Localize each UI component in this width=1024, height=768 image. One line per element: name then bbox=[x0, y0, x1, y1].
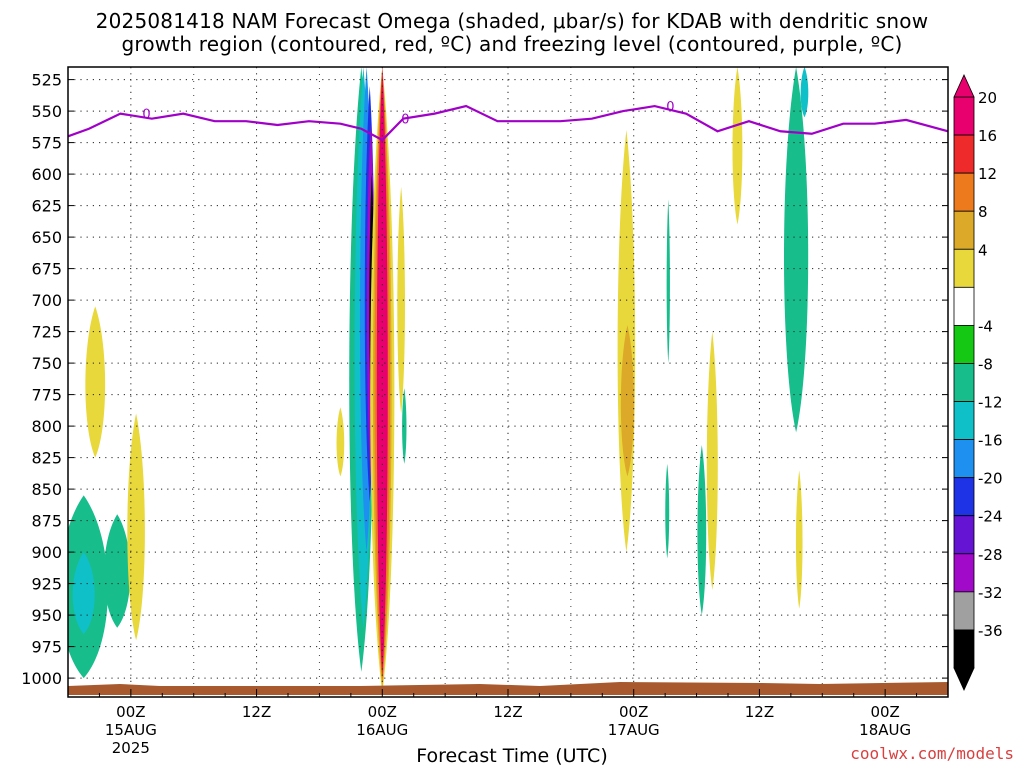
freezing-level-label: 0 bbox=[401, 113, 409, 128]
colorbar-label: -36 bbox=[978, 622, 1003, 640]
y-tick-label: 650 bbox=[31, 228, 62, 247]
y-tick-label: 900 bbox=[31, 543, 62, 562]
y-tick-label: 575 bbox=[31, 134, 62, 153]
y-tick-label: 850 bbox=[31, 480, 62, 499]
colorbar-label: 4 bbox=[978, 241, 988, 259]
y-tick-label: 950 bbox=[31, 606, 62, 625]
y-tick-label: 750 bbox=[31, 354, 62, 373]
colorbar-label: -28 bbox=[978, 546, 1003, 564]
x-tick-year-label: 2025 bbox=[112, 739, 150, 757]
omega-region-15 bbox=[376, 67, 388, 679]
terrain-strip bbox=[68, 682, 948, 695]
x-tick-label: 12Z bbox=[745, 703, 774, 721]
x-tick-label: 12Z bbox=[242, 703, 271, 721]
colorbar-segment bbox=[953, 553, 975, 593]
omega-region-21 bbox=[665, 463, 670, 559]
omega-region-20 bbox=[666, 199, 670, 364]
x-tick-date-label: 18AUG bbox=[859, 721, 911, 739]
colorbar-label: 8 bbox=[978, 203, 988, 221]
colorbar-segment bbox=[953, 591, 975, 631]
colorbar-segment bbox=[953, 286, 975, 326]
x-tick-date-label: 16AUG bbox=[356, 721, 408, 739]
source-credit: coolwx.com/models bbox=[850, 744, 1014, 763]
colorbar-label: 12 bbox=[978, 165, 997, 183]
x-axis-title: Forecast Time (UTC) bbox=[416, 745, 608, 767]
y-tick-label: 675 bbox=[31, 260, 62, 279]
colorbar-segment bbox=[953, 210, 975, 250]
freezing-level-label: 0 bbox=[666, 100, 674, 115]
chart-title-line-1: 2025081418 NAM Forecast Omega (shaded, μ… bbox=[95, 9, 929, 33]
y-tick-label: 875 bbox=[31, 512, 62, 531]
y-tick-label: 1000 bbox=[21, 669, 62, 688]
x-tick-label: 00Z bbox=[870, 703, 899, 721]
colorbar-label: -24 bbox=[978, 508, 1003, 526]
colorbar-segment bbox=[953, 248, 975, 288]
omega-region-22 bbox=[706, 331, 718, 590]
colorbar-label: -20 bbox=[978, 470, 1003, 488]
y-tick-label: 550 bbox=[31, 102, 62, 121]
colorbar: 20 16 12 8 4 -4 -8 -12 -16 -20 -24 -28 -32 -36 bbox=[953, 74, 1003, 691]
colorbar-segment bbox=[953, 515, 975, 555]
colorbar-segment bbox=[953, 134, 975, 174]
omega-region-23 bbox=[697, 445, 707, 616]
y-tick-label: 925 bbox=[31, 575, 62, 594]
chart-title-line-2: growth region (contoured, red, ºC) and f… bbox=[121, 32, 903, 56]
freezing-level-line bbox=[68, 104, 948, 142]
omega-region-1 bbox=[104, 514, 131, 628]
colorbar-label: -16 bbox=[978, 432, 1003, 450]
x-tick-label: 12Z bbox=[493, 703, 522, 721]
colorbar-segment bbox=[953, 96, 975, 136]
colorbar-label: -4 bbox=[978, 317, 993, 335]
omega-region-4 bbox=[127, 413, 145, 641]
y-tick-label: 525 bbox=[31, 71, 62, 90]
y-tick-label: 725 bbox=[31, 323, 62, 342]
omega-shading bbox=[68, 67, 809, 694]
colorbar-label: -8 bbox=[978, 355, 993, 373]
colorbar-segment bbox=[953, 439, 975, 479]
colorbar-segment bbox=[953, 363, 975, 402]
x-tick-date-label: 15AUG bbox=[105, 721, 157, 739]
colorbar-segment bbox=[953, 477, 975, 517]
omega-region-27 bbox=[795, 470, 803, 609]
x-tick-label: 00Z bbox=[116, 703, 145, 721]
colorbar-label: 20 bbox=[978, 89, 997, 107]
omega-region-3 bbox=[85, 306, 106, 458]
omega-region-5 bbox=[336, 407, 345, 477]
colorbar-label: 16 bbox=[978, 127, 997, 145]
omega-region-24 bbox=[732, 67, 743, 225]
x-tick-label: 00Z bbox=[368, 703, 397, 721]
y-tick-label: 700 bbox=[31, 291, 62, 310]
colorbar-segment bbox=[953, 629, 975, 669]
y-tick-label: 800 bbox=[31, 417, 62, 436]
colorbar-segment bbox=[953, 172, 975, 212]
y-tick-label: 975 bbox=[31, 638, 62, 657]
y-tick-label: 775 bbox=[31, 386, 62, 405]
omega-region-2 bbox=[72, 552, 95, 634]
omega-region-19 bbox=[620, 325, 635, 477]
colorbar-top-arrow bbox=[953, 74, 975, 98]
colorbar-label: -12 bbox=[978, 394, 1003, 412]
freezing-level-label: 0 bbox=[142, 108, 150, 123]
x-tick-date-label: 17AUG bbox=[608, 721, 660, 739]
omega-region-17 bbox=[397, 186, 405, 414]
colorbar-segment bbox=[953, 401, 975, 440]
colorbar-bottom-arrow bbox=[953, 667, 975, 691]
plot-area bbox=[68, 67, 948, 697]
omega-region-25 bbox=[783, 67, 809, 433]
colorbar-label: -32 bbox=[978, 584, 1003, 602]
y-tick-label: 825 bbox=[31, 449, 62, 468]
y-tick-label: 625 bbox=[31, 197, 62, 216]
omega-region-16 bbox=[402, 388, 407, 464]
x-tick-label: 00Z bbox=[619, 703, 648, 721]
colorbar-segment bbox=[953, 324, 975, 364]
y-tick-label: 600 bbox=[31, 165, 62, 184]
